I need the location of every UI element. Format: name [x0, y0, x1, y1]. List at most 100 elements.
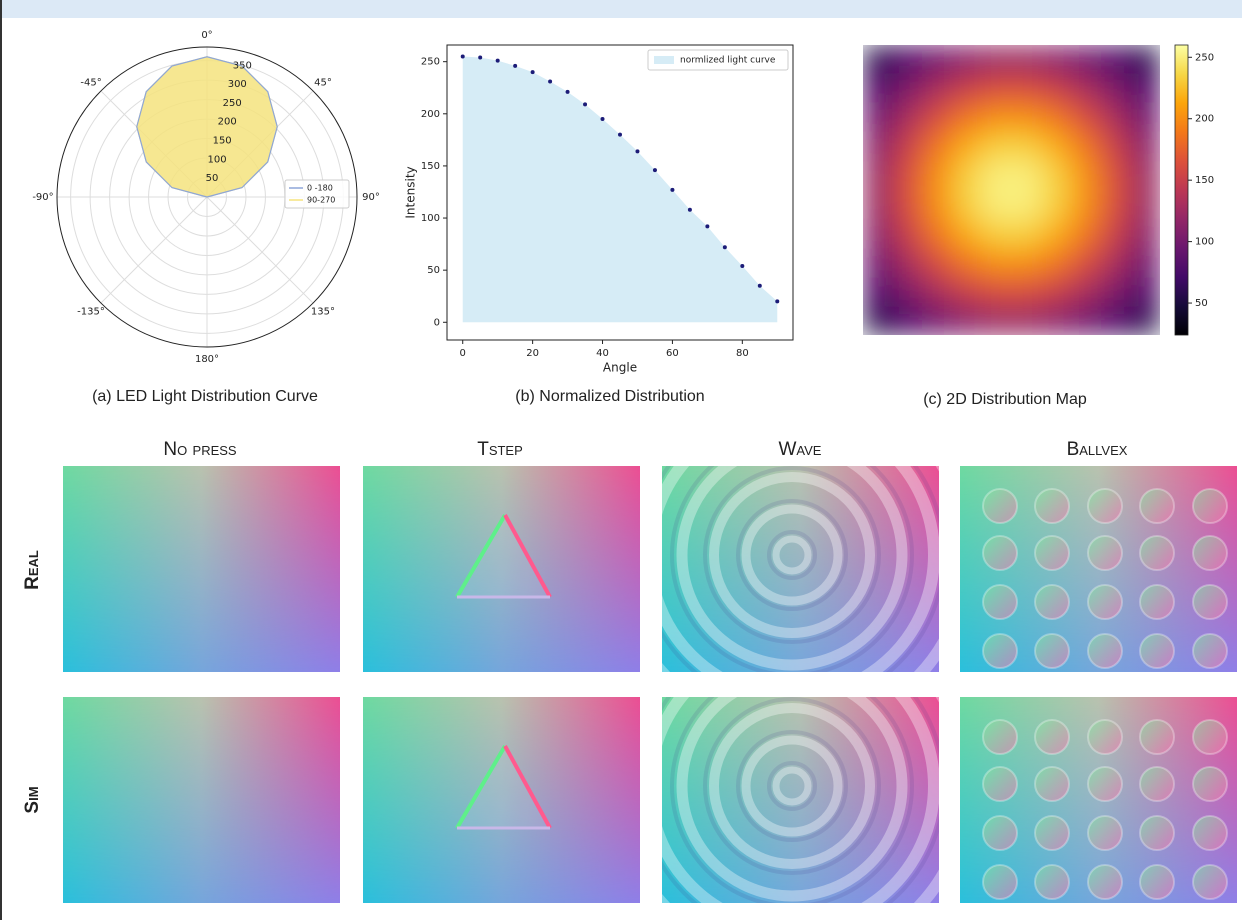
angle-tick-label: 0° [201, 30, 212, 41]
polar-chart: 0° 45° 90° 135° 180° -135° -90° -45° 50 100 150 200… [32, 30, 380, 365]
data-point [670, 187, 675, 192]
heat-cell [892, 248, 923, 278]
heat-cell [1011, 132, 1042, 162]
legend-label: normlized light curve [680, 56, 776, 66]
data-point [600, 117, 605, 122]
heat-cell [1070, 132, 1102, 162]
y-tick-label: 200 [421, 109, 440, 120]
heat-cell [863, 306, 894, 335]
heat-cell [892, 219, 923, 249]
heat-cell [922, 248, 953, 278]
heat-cell [1041, 190, 1072, 220]
heat-cell [1100, 103, 1131, 133]
heat-cell [1041, 219, 1072, 249]
heat-cell [1130, 277, 1160, 307]
x-tick-label: 60 [666, 348, 679, 359]
heat-cell [981, 132, 1012, 162]
heat-cell [952, 277, 983, 307]
heat-cell [981, 277, 1012, 307]
data-point [565, 89, 570, 94]
heat-cell [952, 190, 983, 220]
heat-cell [952, 161, 983, 191]
heat-cell [1070, 74, 1102, 104]
heat-cell [1011, 45, 1042, 75]
heat-cell [892, 74, 923, 104]
heat-cell [1070, 306, 1102, 335]
grid-spoke [206, 196, 314, 304]
heat-cell [1041, 45, 1072, 75]
heat-cell [981, 74, 1012, 104]
colorbar-tick-label: 50 [1195, 298, 1208, 309]
heat-cell [863, 103, 894, 133]
heat-cell [1070, 161, 1102, 191]
column-label: Wave [779, 439, 822, 460]
heat-cell [952, 103, 983, 133]
x-tick-label: 0 [460, 348, 466, 359]
y-axis-label: Intensity [404, 166, 418, 218]
x-tick-label: 80 [736, 348, 749, 359]
heat-cell [863, 248, 894, 278]
heat-cell [863, 219, 894, 249]
heat-cell [1041, 277, 1072, 307]
heat-cell [922, 190, 953, 220]
data-point [583, 102, 588, 107]
data-point [635, 149, 640, 154]
colorbar-tick-label: 100 [1195, 237, 1214, 248]
data-point [740, 263, 745, 268]
heat-cell [1130, 161, 1160, 191]
panel-caption: (a) LED Light Distribution Curve [92, 388, 318, 405]
panel-caption: (b) Normalized Distribution [515, 388, 704, 405]
heat-cell [922, 103, 953, 133]
heat-cell [892, 132, 923, 162]
heat-cell [1070, 45, 1102, 75]
heat-cell [981, 248, 1012, 278]
area-fill [462, 56, 778, 323]
data-point [513, 63, 518, 68]
grid-spoke [100, 196, 208, 304]
data-point [757, 283, 762, 288]
tactile-image [63, 697, 340, 903]
angle-tick-label: 180° [195, 354, 219, 365]
heat-cell [892, 103, 923, 133]
r-tick-label: 150 [213, 136, 232, 147]
heat-cell [1041, 306, 1072, 335]
heat-cell [922, 161, 953, 191]
heat-cell [892, 45, 923, 75]
data-point [548, 79, 553, 84]
heat-cell [1070, 103, 1102, 133]
data-point [618, 132, 622, 137]
heat-cell [1011, 277, 1042, 307]
data-point [722, 245, 727, 250]
data-point [705, 224, 710, 229]
legend-label: 0 -180 [307, 184, 333, 193]
heat-cell [892, 306, 923, 335]
heat-cell [1130, 248, 1160, 278]
r-tick-label: 250 [223, 98, 242, 109]
heat-cell [1041, 132, 1072, 162]
angle-tick-label: -45° [80, 77, 101, 88]
heat-cell [1011, 248, 1042, 278]
heat-cell [981, 45, 1012, 75]
r-tick-label: 200 [218, 117, 237, 128]
angle-tick-label: 90° [362, 192, 380, 203]
heat-cell [863, 277, 894, 307]
heat-cell [892, 277, 923, 307]
y-tick-label: 150 [421, 161, 440, 172]
y-tick-label: 100 [421, 213, 440, 224]
heatmap-blur [863, 45, 1160, 335]
legend-label: 90-270 [307, 196, 335, 205]
column-label: No press [163, 439, 237, 460]
row-label: Sim [22, 786, 43, 813]
heat-cell [1100, 219, 1131, 249]
data-point [460, 54, 465, 59]
heat-cell [1130, 103, 1160, 133]
data-point [495, 58, 500, 63]
heat-cell [922, 277, 953, 307]
heat-cell [922, 74, 953, 104]
heat-cell [981, 103, 1012, 133]
heat-cell [952, 74, 983, 104]
tactile-image [63, 466, 340, 672]
panel-caption: (c) 2D Distribution Map [923, 391, 1087, 408]
heat-cell [952, 248, 983, 278]
